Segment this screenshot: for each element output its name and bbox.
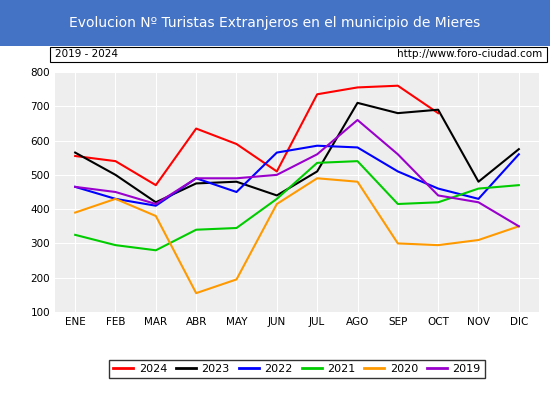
Text: Evolucion Nº Turistas Extranjeros en el municipio de Mieres: Evolucion Nº Turistas Extranjeros en el … — [69, 16, 481, 30]
Text: 2019 - 2024: 2019 - 2024 — [55, 49, 118, 59]
Text: http://www.foro-ciudad.com: http://www.foro-ciudad.com — [397, 49, 542, 59]
Legend: 2024, 2023, 2022, 2021, 2020, 2019: 2024, 2023, 2022, 2021, 2020, 2019 — [109, 360, 485, 378]
